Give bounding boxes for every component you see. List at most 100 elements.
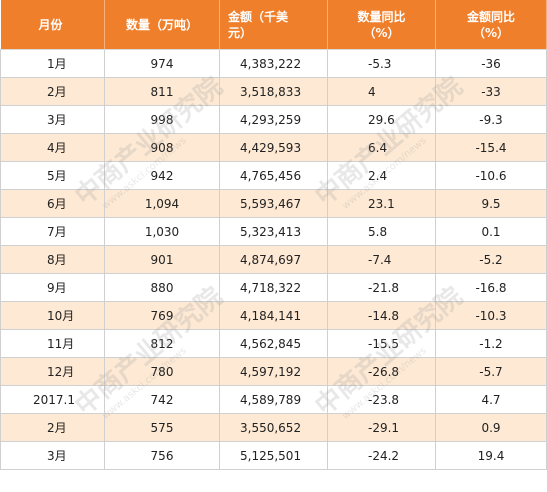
- cell-quantity: 812: [104, 329, 220, 358]
- table-row: 3月 998 4,293,259 29.6 -9.3: [0, 105, 547, 134]
- table-row: 6月 1,094 5,593,467 23.1 9.5: [0, 189, 547, 218]
- cell-month: 10月: [0, 301, 105, 330]
- cell-quantity: 998: [104, 105, 220, 134]
- table-body: 1月 974 4,383,222 -5.3 -36 2月 811 3,518,833 4 -33 3…: [0, 49, 547, 470]
- cell-qty-yoy: -23.8: [327, 385, 436, 414]
- header-quantity: 数量（万吨）: [104, 0, 220, 50]
- cell-month: 2017.1: [0, 385, 105, 414]
- cell-qty-yoy: -14.8: [327, 301, 436, 330]
- header-qty-yoy: 数量同比 （%）: [327, 0, 436, 50]
- cell-month: 7月: [0, 217, 105, 246]
- header-amount: 金额（千美 元）: [219, 0, 328, 50]
- cell-month: 2月: [0, 77, 105, 106]
- cell-month: 4月: [0, 133, 105, 162]
- cell-quantity: 1,030: [104, 217, 220, 246]
- cell-amount: 4,562,845: [219, 329, 328, 358]
- cell-month: 6月: [0, 189, 105, 218]
- cell-quantity: 756: [104, 441, 220, 470]
- table-row: 2017.1 742 4,589,789 -23.8 4.7: [0, 385, 547, 414]
- cell-month: 12月: [0, 357, 105, 386]
- cell-amount: 5,593,467: [219, 189, 328, 218]
- cell-amt-yoy: -33: [435, 77, 547, 106]
- header-qty-yoy-line2: （%）: [363, 25, 400, 40]
- cell-amount: 3,550,652: [219, 413, 328, 442]
- cell-amt-yoy: 4.7: [435, 385, 547, 414]
- table-row: 11月 812 4,562,845 -15.5 -1.2: [0, 329, 547, 358]
- cell-qty-yoy: -26.8: [327, 357, 436, 386]
- table-header: 月份 数量（万吨） 金额（千美 元） 数量同比 （%） 金额同比 （%）: [0, 0, 547, 50]
- cell-quantity: 908: [104, 133, 220, 162]
- cell-amount: 4,718,322: [219, 273, 328, 302]
- cell-amt-yoy: -15.4: [435, 133, 547, 162]
- cell-month: 11月: [0, 329, 105, 358]
- cell-month: 5月: [0, 161, 105, 190]
- cell-amount: 4,597,192: [219, 357, 328, 386]
- cell-amt-yoy: -9.3: [435, 105, 547, 134]
- cell-qty-yoy: 5.8: [327, 217, 436, 246]
- table-row: 3月 756 5,125,501 -24.2 19.4: [0, 441, 547, 470]
- table-row: 1月 974 4,383,222 -5.3 -36: [0, 49, 547, 78]
- cell-qty-yoy: 6.4: [327, 133, 436, 162]
- cell-month: 2月: [0, 413, 105, 442]
- table-row: 5月 942 4,765,456 2.4 -10.6: [0, 161, 547, 190]
- cell-amt-yoy: -5.2: [435, 245, 547, 274]
- cell-quantity: 811: [104, 77, 220, 106]
- cell-amt-yoy: -1.2: [435, 329, 547, 358]
- cell-month: 3月: [0, 105, 105, 134]
- header-amt-yoy-line2: （%）: [472, 25, 510, 40]
- cell-amt-yoy: -16.8: [435, 273, 547, 302]
- cell-amount: 4,874,697: [219, 245, 328, 274]
- header-qty-yoy-line1: 数量同比: [357, 9, 406, 24]
- cell-quantity: 880: [104, 273, 220, 302]
- cell-quantity: 769: [104, 301, 220, 330]
- cell-amount: 4,383,222: [219, 49, 328, 78]
- cell-qty-yoy: -5.3: [327, 49, 436, 78]
- cell-quantity: 575: [104, 413, 220, 442]
- cell-amount: 4,765,456: [219, 161, 328, 190]
- cell-amount: 4,429,593: [219, 133, 328, 162]
- cell-quantity: 780: [104, 357, 220, 386]
- cell-qty-yoy: -29.1: [327, 413, 436, 442]
- header-amt-yoy-line1: 金额同比: [466, 9, 515, 24]
- cell-quantity: 742: [104, 385, 220, 414]
- header-month: 月份: [0, 0, 105, 50]
- cell-amount: 4,184,141: [219, 301, 328, 330]
- table-row: 2月 575 3,550,652 -29.1 0.9: [0, 413, 547, 442]
- cell-qty-yoy: 4: [327, 77, 436, 106]
- cell-amt-yoy: -10.6: [435, 161, 547, 190]
- cell-month: 3月: [0, 441, 105, 470]
- header-amount-line1: 金额（千美: [228, 9, 289, 24]
- cell-qty-yoy: 29.6: [327, 105, 436, 134]
- cell-qty-yoy: -7.4: [327, 245, 436, 274]
- table-row: 8月 901 4,874,697 -7.4 -5.2: [0, 245, 547, 274]
- cell-amt-yoy: 19.4: [435, 441, 547, 470]
- cell-month: 8月: [0, 245, 105, 274]
- cell-quantity: 901: [104, 245, 220, 274]
- cell-amt-yoy: -5.7: [435, 357, 547, 386]
- cell-quantity: 974: [104, 49, 220, 78]
- cell-qty-yoy: 23.1: [327, 189, 436, 218]
- cell-qty-yoy: 2.4: [327, 161, 436, 190]
- table-row: 4月 908 4,429,593 6.4 -15.4: [0, 133, 547, 162]
- cell-month: 9月: [0, 273, 105, 302]
- header-row: 月份 数量（万吨） 金额（千美 元） 数量同比 （%） 金额同比 （%）: [0, 0, 547, 50]
- cell-amt-yoy: 0.1: [435, 217, 547, 246]
- cell-quantity: 1,094: [104, 189, 220, 218]
- header-amt-yoy: 金额同比 （%）: [435, 0, 547, 50]
- cell-amount: 5,323,413: [219, 217, 328, 246]
- cell-amt-yoy: 0.9: [435, 413, 547, 442]
- table-row: 9月 880 4,718,322 -21.8 -16.8: [0, 273, 547, 302]
- table-row: 2月 811 3,518,833 4 -33: [0, 77, 547, 106]
- table-row: 10月 769 4,184,141 -14.8 -10.3: [0, 301, 547, 330]
- header-amount-line2: 元）: [228, 25, 253, 40]
- cell-amt-yoy: -10.3: [435, 301, 547, 330]
- cell-amt-yoy: -36: [435, 49, 547, 78]
- cell-qty-yoy: -24.2: [327, 441, 436, 470]
- cell-qty-yoy: -21.8: [327, 273, 436, 302]
- cell-quantity: 942: [104, 161, 220, 190]
- cell-qty-yoy: -15.5: [327, 329, 436, 358]
- cell-amount: 5,125,501: [219, 441, 328, 470]
- table-row: 12月 780 4,597,192 -26.8 -5.7: [0, 357, 547, 386]
- cell-amount: 4,589,789: [219, 385, 328, 414]
- cell-amount: 3,518,833: [219, 77, 328, 106]
